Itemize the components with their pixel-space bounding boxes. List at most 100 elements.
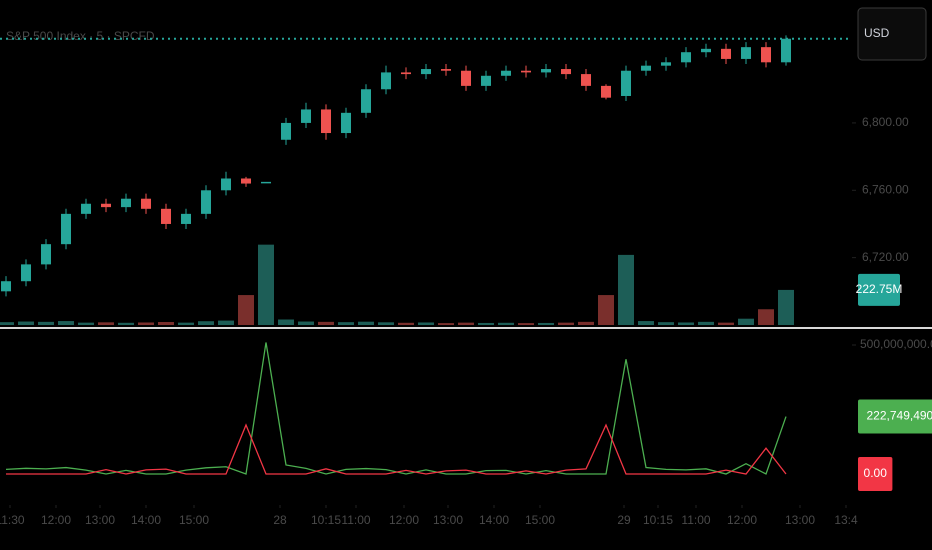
volume-bar bbox=[678, 322, 694, 325]
volume-bar bbox=[258, 244, 274, 325]
volume-bar bbox=[98, 322, 114, 325]
candle-body bbox=[341, 112, 351, 134]
candle-body bbox=[261, 181, 271, 184]
indicator-tick-label: 500,000,000.00 bbox=[860, 337, 932, 351]
candle-body bbox=[121, 198, 131, 208]
indicator-line bbox=[6, 423, 787, 475]
volume-bar bbox=[118, 322, 134, 325]
candle-body bbox=[1, 281, 11, 292]
indicator-badge-label: 0.00 bbox=[864, 466, 888, 480]
volume-bar bbox=[238, 295, 254, 325]
candle-body bbox=[481, 75, 491, 86]
x-tick-label: 28 bbox=[273, 513, 287, 527]
y-tick-label: 6,800.00 bbox=[862, 115, 909, 129]
x-tick-label: 12:00 bbox=[41, 513, 71, 527]
candle-body bbox=[381, 72, 391, 90]
chart-title: S&P 500 Index · 5 · SPCFD bbox=[6, 29, 155, 43]
volume-bar bbox=[338, 322, 354, 325]
volume-bar bbox=[58, 321, 74, 325]
candle-body bbox=[221, 178, 231, 191]
volume-bar bbox=[358, 321, 374, 325]
volume-bar bbox=[778, 289, 794, 325]
volume-bar bbox=[618, 254, 634, 325]
y-tick-label: 6,760.00 bbox=[862, 182, 909, 196]
volume-bar bbox=[658, 322, 674, 325]
x-tick-label: 12:00 bbox=[727, 513, 757, 527]
x-tick-label: 14:00 bbox=[479, 513, 509, 527]
volume-bar bbox=[138, 322, 154, 325]
candle-body bbox=[141, 198, 151, 209]
currency-button[interactable] bbox=[857, 7, 927, 61]
candle-body bbox=[561, 69, 571, 75]
volume-bar bbox=[158, 322, 174, 325]
volume-bar bbox=[78, 322, 94, 325]
indicator-badge bbox=[858, 457, 893, 491]
indicator-badge-label: 222,749,490.00 bbox=[866, 409, 932, 423]
candle-body bbox=[661, 62, 671, 66]
volume-bar bbox=[758, 309, 774, 325]
volume-bar bbox=[218, 320, 234, 325]
candle-body bbox=[461, 70, 471, 86]
x-tick-label: 13:4 bbox=[834, 513, 858, 527]
x-tick-label: 10:15 bbox=[643, 513, 673, 527]
volume-bar bbox=[538, 322, 554, 325]
candle-body bbox=[401, 72, 411, 75]
volume-badge-label: 222.75M bbox=[856, 282, 903, 296]
volume-bar bbox=[278, 319, 294, 325]
candle-body bbox=[81, 203, 91, 214]
candle-body bbox=[721, 48, 731, 59]
candle-body bbox=[681, 52, 691, 63]
volume-bar bbox=[478, 322, 494, 325]
volume-bar bbox=[578, 321, 594, 325]
candle-body bbox=[281, 122, 291, 140]
x-tick-label: 13:00 bbox=[85, 513, 115, 527]
x-tick-label: 12:00 bbox=[389, 513, 419, 527]
candle-body bbox=[761, 47, 771, 63]
x-tick-label: 29 bbox=[617, 513, 631, 527]
volume-bar bbox=[438, 323, 454, 325]
candle-body bbox=[161, 208, 171, 224]
x-tick-label: 11:00 bbox=[681, 513, 710, 527]
volume-bar bbox=[298, 321, 314, 325]
candle-body bbox=[641, 65, 651, 71]
candle-body bbox=[101, 203, 111, 208]
candle-body bbox=[201, 190, 211, 214]
candle-body bbox=[61, 213, 71, 245]
volume-bar bbox=[498, 322, 514, 325]
candle-body bbox=[541, 69, 551, 73]
x-tick-label: 11:30 bbox=[0, 513, 25, 527]
candle-body bbox=[781, 38, 791, 63]
volume-bar bbox=[178, 322, 194, 325]
candle-body bbox=[321, 109, 331, 134]
volume-bar bbox=[418, 322, 434, 325]
volume-bar bbox=[458, 322, 474, 325]
volume-badge bbox=[858, 273, 900, 306]
candle-body bbox=[621, 70, 631, 96]
volume-bar bbox=[198, 321, 214, 325]
volume-bar bbox=[738, 318, 754, 325]
candle-body bbox=[361, 89, 371, 113]
x-tick-label: 13:00 bbox=[785, 513, 815, 527]
candle-body bbox=[521, 70, 531, 73]
y-tick-label: 6,720.00 bbox=[862, 250, 909, 264]
candle-body bbox=[421, 69, 431, 75]
candle-body bbox=[301, 109, 311, 123]
volume-bar bbox=[698, 321, 714, 325]
volume-bar bbox=[718, 322, 734, 325]
volume-bar bbox=[318, 321, 334, 325]
volume-bar bbox=[598, 295, 614, 325]
volume-bar bbox=[18, 321, 34, 325]
candle-body bbox=[181, 213, 191, 224]
candle-body bbox=[501, 70, 511, 76]
candle-body bbox=[441, 69, 451, 71]
volume-bar bbox=[378, 322, 394, 325]
candle-body bbox=[601, 85, 611, 98]
x-tick-label: 15:00 bbox=[179, 513, 209, 527]
currency-label[interactable]: USD bbox=[864, 26, 890, 40]
candle-body bbox=[21, 264, 31, 282]
candle-body bbox=[581, 74, 591, 86]
x-tick-label: 13:00 bbox=[433, 513, 463, 527]
